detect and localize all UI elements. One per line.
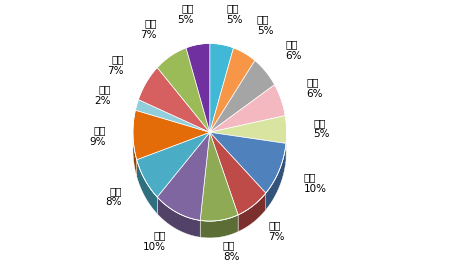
Text: 당진
7%: 당진 7%: [108, 54, 124, 76]
Polygon shape: [210, 48, 255, 132]
Text: 금산
7%: 금산 7%: [141, 18, 157, 40]
Polygon shape: [286, 133, 287, 160]
Text: 계룡
2%: 계룡 2%: [95, 85, 111, 106]
Text: 논산
9%: 논산 9%: [90, 125, 106, 147]
Polygon shape: [266, 143, 286, 210]
Polygon shape: [157, 197, 200, 237]
Polygon shape: [210, 132, 286, 193]
Text: 보령
8%: 보령 8%: [223, 240, 239, 262]
Polygon shape: [157, 48, 210, 132]
Polygon shape: [138, 68, 210, 132]
Text: 부여
5%: 부여 5%: [177, 3, 194, 25]
Polygon shape: [210, 132, 266, 215]
Text: 서산
8%: 서산 8%: [106, 186, 122, 207]
Polygon shape: [200, 215, 238, 238]
Text: 태안
5%: 태안 5%: [313, 118, 330, 139]
Text: 아산
10%: 아산 10%: [142, 230, 166, 251]
Text: 홍성
6%: 홍성 6%: [285, 39, 302, 61]
Text: 공주
7%: 공주 7%: [268, 221, 284, 242]
Polygon shape: [238, 193, 266, 232]
Polygon shape: [186, 43, 210, 132]
Polygon shape: [210, 60, 275, 132]
Polygon shape: [200, 132, 238, 221]
Polygon shape: [133, 110, 210, 160]
Polygon shape: [210, 116, 287, 143]
Text: 천안
10%: 천안 10%: [304, 173, 327, 194]
Text: 청양
5%: 청양 5%: [257, 15, 273, 36]
Text: 서천
5%: 서천 5%: [226, 3, 243, 25]
Text: 예산
6%: 예산 6%: [306, 77, 323, 99]
Polygon shape: [137, 160, 157, 214]
Polygon shape: [210, 43, 234, 132]
Polygon shape: [137, 132, 210, 197]
Polygon shape: [210, 85, 285, 132]
Polygon shape: [157, 132, 210, 220]
Polygon shape: [133, 132, 137, 176]
Polygon shape: [136, 100, 210, 132]
